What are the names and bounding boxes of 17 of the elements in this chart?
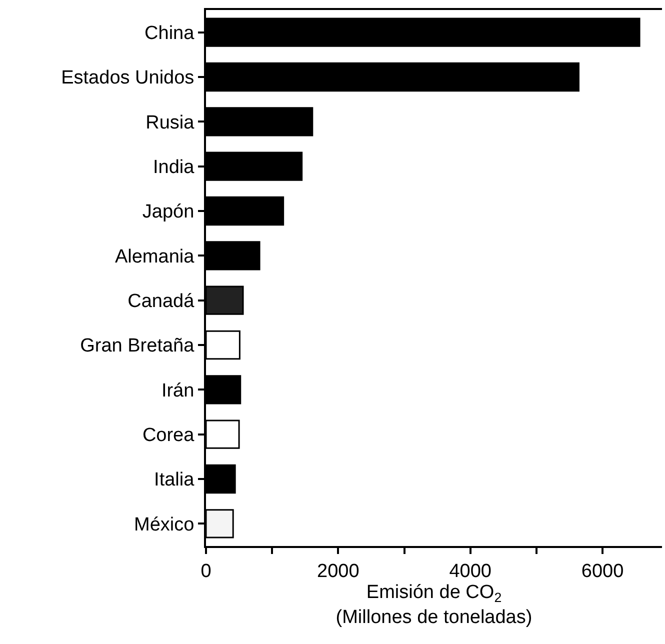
y-tick-label: Corea <box>142 424 195 446</box>
x-tick-label: 6000 <box>581 560 624 582</box>
y-tick-label: Alemania <box>114 246 195 268</box>
y-tick-label: Irán <box>161 380 194 402</box>
y-tick-label: Estados Unidos <box>61 68 194 89</box>
y-tick-label: Rusia <box>146 112 195 134</box>
y-tick-label: China <box>144 22 195 44</box>
y-tick-label: Japón <box>142 202 194 223</box>
y-tick-label: Italia <box>154 470 195 491</box>
x-tick-label: 4000 <box>449 560 492 582</box>
x-tick-label: 0 <box>200 560 212 582</box>
y-tick-label: México <box>134 514 194 536</box>
y-tick-label: Gran Bretaña <box>80 336 195 357</box>
y-tick-label: India <box>152 156 195 178</box>
x-axis-title: Emisión de CO$_{2}$ (Millones de toneladas) <box>336 582 532 628</box>
x-tick-label: 2000 <box>317 560 360 582</box>
y-tick-label: Canadá <box>128 290 195 312</box>
